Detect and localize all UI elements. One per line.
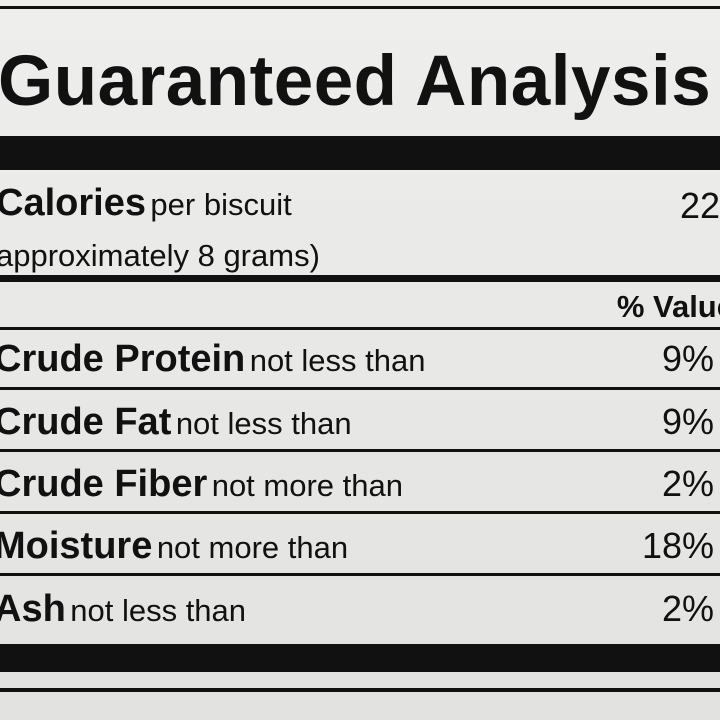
thick-divider-bottom	[0, 644, 720, 672]
row-name: Moisture	[0, 525, 153, 567]
row-qualifier: not less than	[249, 343, 426, 378]
thick-divider-top	[0, 136, 720, 170]
calories-value: 22	[679, 185, 720, 226]
row-divider-0	[0, 327, 720, 330]
row-name: Crude Protein	[0, 338, 246, 380]
row-qualifier: not less than	[70, 593, 247, 628]
row-value: 9%	[661, 338, 714, 379]
column-header: % Value	[616, 289, 720, 324]
row-qualifier: not more than	[211, 468, 403, 503]
calories-line: Calories per biscuit	[0, 184, 292, 222]
calories-qualifier: per biscuit	[150, 187, 292, 222]
top-rule	[0, 6, 720, 9]
row-name: Crude Fiber	[0, 463, 208, 505]
row-value: 9%	[661, 401, 714, 442]
medium-divider	[0, 275, 720, 282]
row-divider-1	[0, 387, 720, 390]
row-name: Ash	[0, 588, 66, 630]
row-value: 2%	[661, 463, 714, 504]
row-value: 18%	[641, 525, 714, 566]
row-name: Crude Fat	[0, 401, 172, 443]
row-divider-4	[0, 573, 720, 576]
row-value: 2%	[661, 588, 714, 629]
calories-note: approximately 8 grams)	[0, 238, 320, 273]
row-qualifier: not less than	[175, 406, 352, 441]
label-title: Guaranteed Analysis	[0, 42, 712, 121]
row-divider-3	[0, 511, 720, 514]
bottom-rule	[0, 688, 720, 692]
row-qualifier: not more than	[156, 530, 349, 565]
calories-label: Calories	[0, 182, 146, 224]
row-divider-2	[0, 449, 720, 452]
